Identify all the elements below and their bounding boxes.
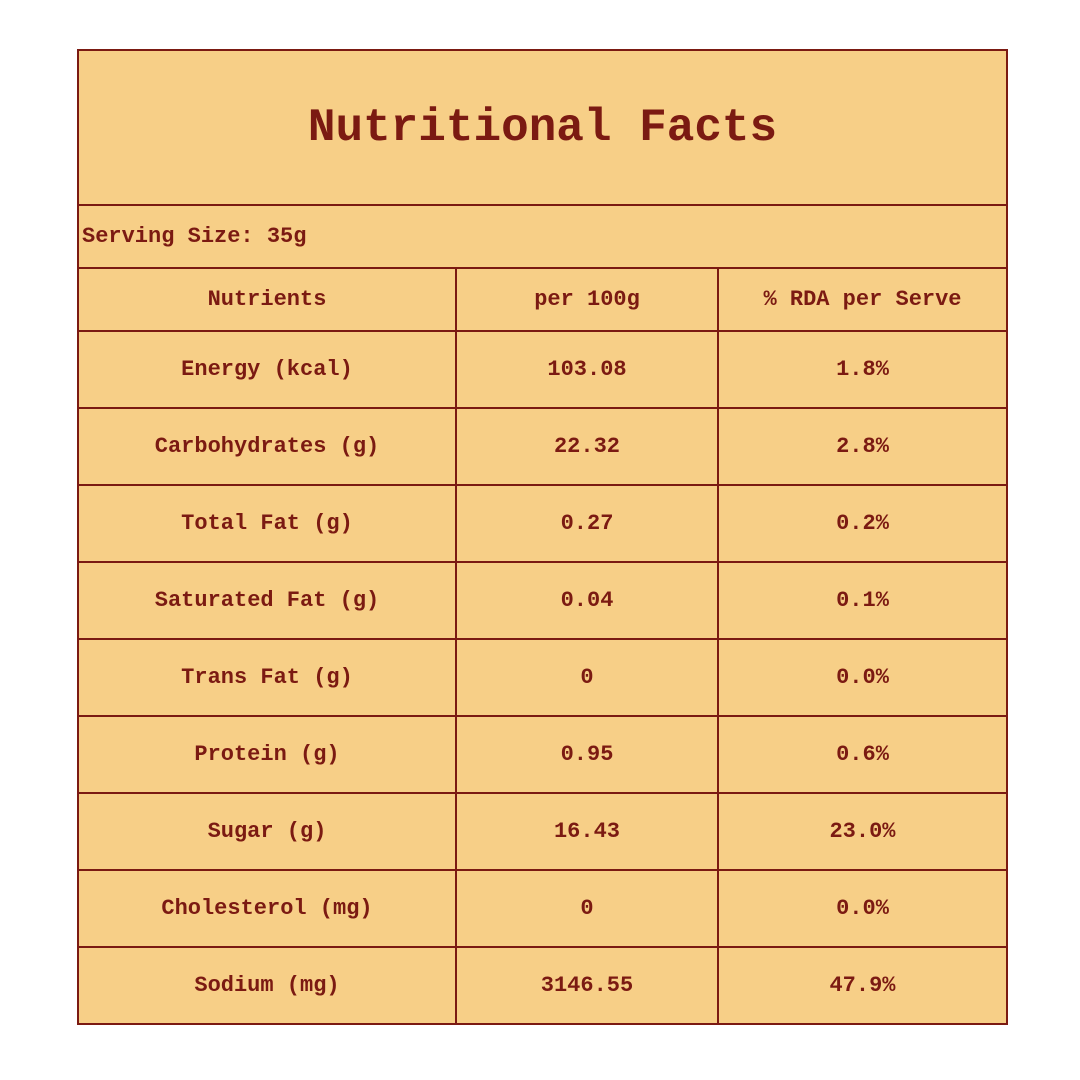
table-cell: 0.0% — [717, 869, 1008, 948]
table-row: Energy (kcal) 103.08 1.8% — [77, 330, 1008, 409]
table-row: Sugar (g) 16.43 23.0% — [77, 792, 1008, 871]
table-cell: 16.43 — [455, 792, 719, 871]
table-cell: Protein (g) — [77, 715, 457, 794]
table-row: Trans Fat (g) 0 0.0% — [77, 638, 1008, 717]
table-cell: 0.1% — [717, 561, 1008, 640]
table-cell: 103.08 — [455, 330, 719, 409]
table-row: Cholesterol (mg) 0 0.0% — [77, 869, 1008, 948]
table-cell: 1.8% — [717, 330, 1008, 409]
table-cell: 0.04 — [455, 561, 719, 640]
table-cell: Total Fat (g) — [77, 484, 457, 563]
table-cell: 47.9% — [717, 946, 1008, 1025]
table-cell: 22.32 — [455, 407, 719, 486]
table-cell: 2.8% — [717, 407, 1008, 486]
title: Nutritional Facts — [77, 49, 1008, 206]
nutrition-table: Nutritional Facts Serving Size: 35g Nutr… — [77, 49, 1008, 1025]
table-row: Saturated Fat (g) 0.04 0.1% — [77, 561, 1008, 640]
table-row: Protein (g) 0.95 0.6% — [77, 715, 1008, 794]
table-cell: Sodium (mg) — [77, 946, 457, 1025]
table-row: Sodium (mg) 3146.55 47.9% — [77, 946, 1008, 1025]
table-cell: 0 — [455, 869, 719, 948]
serving-row: Serving Size: 35g — [77, 204, 1008, 269]
header-cell: % RDA per Serve — [717, 267, 1008, 332]
header-cell: per 100g — [455, 267, 719, 332]
header-row: Nutrients per 100g% RDA per Serve — [77, 267, 1008, 332]
title-row: Nutritional Facts — [77, 49, 1008, 206]
table-cell: 3146.55 — [455, 946, 719, 1025]
table-row: Total Fat (g) 0.27 0.2% — [77, 484, 1008, 563]
table-cell: 0.27 — [455, 484, 719, 563]
table-cell: Sugar (g) — [77, 792, 457, 871]
table-cell: 0.0% — [717, 638, 1008, 717]
table-cell: Trans Fat (g) — [77, 638, 457, 717]
table-cell: 0.6% — [717, 715, 1008, 794]
table-cell: Carbohydrates (g) — [77, 407, 457, 486]
serving-size: Serving Size: 35g — [77, 204, 1008, 269]
table-body: Nutritional Facts Serving Size: 35g Nutr… — [77, 49, 1008, 1025]
table-cell: Cholesterol (mg) — [77, 869, 457, 948]
header-cell: Nutrients — [77, 267, 457, 332]
table-row: Carbohydrates (g) 22.32 2.8% — [77, 407, 1008, 486]
table-cell: 0.2% — [717, 484, 1008, 563]
table-cell: 0 — [455, 638, 719, 717]
table-cell: Saturated Fat (g) — [77, 561, 457, 640]
table-cell: 0.95 — [455, 715, 719, 794]
table-cell: Energy (kcal) — [77, 330, 457, 409]
table-cell: 23.0% — [717, 792, 1008, 871]
